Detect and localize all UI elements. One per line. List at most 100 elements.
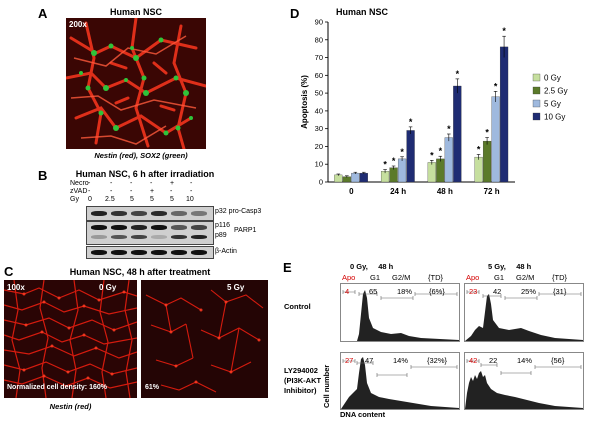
legend-label: 10 Gy	[544, 113, 565, 122]
panel-c-density-0gy: Normalized cell density: 160%	[7, 384, 107, 391]
significance-star: *	[430, 150, 434, 160]
p116-label: p116	[215, 222, 231, 229]
significance-star: *	[392, 156, 396, 166]
row2-label-line1: LY294002	[284, 366, 318, 375]
bar	[359, 172, 368, 183]
significance-star: *	[447, 124, 451, 134]
y-tick-label: 20	[315, 142, 323, 151]
apo-header: Apo	[342, 273, 356, 282]
necro-lane-5: +	[170, 180, 175, 187]
zvad-lane-1: -	[88, 188, 91, 195]
panel-a-caption: Nestin (red), SOX2 (green)	[94, 151, 188, 160]
row1-label: Control	[284, 302, 311, 311]
y-tick-label: 60	[315, 71, 323, 80]
actin-label: β-Actin	[215, 248, 237, 255]
gy-row: 0 2.5 5 5 5 10	[86, 196, 211, 204]
g1-header: G1	[370, 273, 381, 282]
bar	[389, 167, 398, 183]
bar	[436, 158, 445, 183]
significance-star: *	[456, 69, 460, 79]
g1-value: 47	[365, 356, 374, 365]
gy-row-label: Gy	[70, 196, 79, 203]
y-tick-label: 90	[315, 18, 323, 27]
casp3-label: p32 pro-Casp3	[215, 208, 262, 215]
y-tick-label: 0	[319, 178, 323, 187]
apoptosis-bar-chart: 0 10 20 30 40 50 60 70 80 90 Apoptosis (%) 0 * * * * 24 …	[300, 18, 568, 197]
necro-lane-6: -	[190, 180, 193, 187]
necro-lane-1: -	[88, 180, 91, 187]
y-tick-label: 80	[315, 35, 323, 44]
histogram-control-0gy: 4 65 18% {6%}	[340, 283, 460, 342]
cell-number-axis-label: Cell number	[322, 364, 331, 408]
bar	[491, 96, 500, 183]
bar	[397, 158, 407, 183]
significance-star: *	[494, 81, 498, 91]
g2m-value: 14%	[517, 356, 533, 365]
td-header: {TD}	[552, 273, 568, 282]
panel-c-dose-5gy: 5 Gy	[227, 283, 245, 292]
bar	[453, 85, 462, 183]
apo-header: Apo	[466, 273, 480, 282]
panel-a-micrograph: 200x	[66, 18, 206, 149]
y-tick-label: 10	[315, 160, 323, 169]
x-tick-label: 72 h	[484, 187, 500, 196]
zvad-lane-3: -	[130, 188, 133, 195]
nestin-0gy-image	[4, 280, 137, 398]
gy-lane-5: 5	[170, 196, 174, 203]
x-tick-label: 48 h	[437, 187, 453, 196]
panel-a-title: Human NSC	[109, 7, 162, 17]
zvad-lane-5: -	[170, 188, 173, 195]
necro-row-label: Necro	[70, 180, 89, 187]
y-tick-label: 50	[315, 89, 323, 98]
significance-star: *	[439, 146, 443, 156]
g1-value: 42	[493, 287, 502, 296]
histogram-ly294002-0gy: 27 47 14% {32%}	[340, 352, 460, 410]
zvad-row-label: zVAD	[70, 188, 88, 195]
legend-swatch	[532, 86, 541, 95]
parp1-label: PARP1	[234, 227, 257, 234]
y-axis-label: Apoptosis (%)	[300, 75, 309, 129]
bar	[474, 156, 483, 183]
g1-header: G1	[494, 273, 505, 282]
hist-header-2: Apo G1 G2/M {TD}	[466, 273, 584, 283]
apo-value: 23	[469, 287, 478, 296]
panel-c-letter: C	[4, 264, 14, 279]
panel-a-letter: A	[38, 6, 48, 21]
td-value: {31}	[553, 287, 567, 296]
panel-c-magnification: 100x	[7, 283, 25, 292]
col2-header: 5 Gy, 48 h	[488, 262, 532, 271]
gy-lane-4: 5	[150, 196, 154, 203]
gy-lane-3: 5	[130, 196, 134, 203]
panel-c-dose-0gy: 0 Gy	[99, 283, 117, 292]
panel-b-title: Human NSC, 6 h after irradiation	[75, 169, 215, 179]
apo-value: 27	[345, 356, 354, 365]
gy-lane-1: 0	[88, 196, 92, 203]
g2m-header: G2/M	[516, 273, 535, 282]
dna-histogram	[465, 359, 583, 409]
significance-star: *	[502, 26, 506, 36]
significance-star: *	[383, 160, 387, 170]
col1-header: 0 Gy, 48 h	[350, 262, 394, 271]
gy-lane-2: 2.5	[105, 196, 115, 203]
zvad-row: - - - + - -	[86, 188, 211, 196]
legend-label: 0 Gy	[544, 74, 561, 83]
significance-star: *	[400, 147, 404, 157]
bar	[444, 137, 453, 183]
blot-casp3	[86, 206, 214, 221]
histogram-ly294002-5gy: 42 22 14% {56}	[464, 352, 584, 410]
x-tick-label: 0	[349, 187, 354, 196]
panel-c-image-0gy: 100x 0 Gy Normalized cell density: 160%	[4, 280, 137, 398]
necro-lane-2: -	[110, 180, 113, 187]
apo-value: 42	[469, 356, 478, 365]
zvad-lane-2: -	[110, 188, 113, 195]
g1-value: 65	[369, 287, 378, 296]
bar	[482, 140, 492, 183]
y-tick-label: 40	[315, 106, 323, 115]
row2-label-line2: (PI3K-AKT	[284, 376, 322, 385]
necro-row: - - - - + -	[86, 180, 211, 188]
necro-lane-4: -	[150, 180, 153, 187]
significance-star: *	[409, 117, 413, 127]
nestin-5gy-image	[141, 280, 268, 398]
histogram-control-5gy: 23 42 25% {31}	[464, 283, 584, 342]
bar	[499, 46, 509, 183]
